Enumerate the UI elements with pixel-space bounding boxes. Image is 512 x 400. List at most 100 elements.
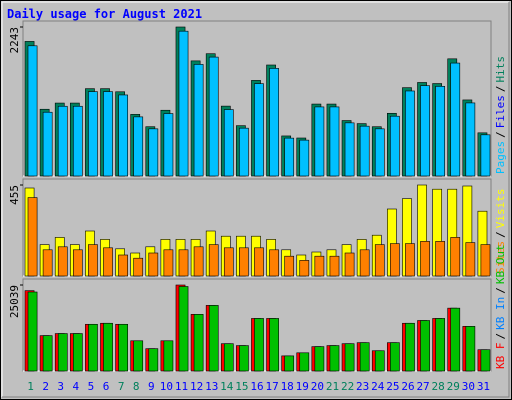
legend: Pages / Files / Hits [494,56,507,174]
x-tick-label: 9 [148,380,155,393]
bar [465,242,476,277]
legend-separator: / [494,131,507,138]
x-tick-label: 25 [386,380,399,393]
bar [435,318,446,372]
x-tick-label: 20 [311,380,324,393]
x-tick-label: 6 [103,380,110,393]
bar [329,345,340,372]
bar [480,244,491,277]
legend-separator: / [494,231,507,238]
x-tick-label: 24 [371,380,385,393]
x-tick-label: 5 [88,380,95,393]
bar [239,127,249,177]
x-tick-label: 8 [133,380,140,393]
bar [344,252,355,277]
x-tick-label: 13 [205,380,218,393]
bar [269,318,279,372]
legend-entry: KB F [494,343,507,370]
bar [27,291,38,372]
bar [254,247,264,277]
bar [223,109,234,177]
x-tick-label: 1 [27,380,34,393]
x-tick-label: 21 [326,380,339,393]
bar [329,255,340,277]
bar [88,244,98,277]
bar [178,249,189,277]
chart-title: Daily usage for August 2021 [7,7,202,21]
x-tick-label: 29 [447,380,460,393]
x-tick-label: 30 [462,380,475,393]
bar [178,286,189,372]
legend-entry: Hits [494,56,507,83]
bar [208,244,219,277]
x-tick-label: 14 [220,380,234,393]
x-tick-label: 11 [175,380,188,393]
bar [420,320,430,372]
bar [42,335,53,372]
bar [390,342,400,372]
bar [374,350,385,372]
legend-entry: KB In [494,297,507,330]
bar [88,323,98,372]
bar [133,257,144,277]
bar [223,343,234,372]
x-tick-label: 22 [341,380,354,393]
bar [314,255,325,277]
bar [72,105,83,177]
bar [193,314,204,372]
bar [103,247,113,277]
bar [103,322,113,372]
bar [284,355,295,372]
x-tick-label: 12 [190,380,203,393]
legend-separator: / [494,333,507,340]
x-tick-label: 27 [416,380,429,393]
bar [193,246,204,277]
x-tick-label: 26 [401,380,414,393]
x-tick-label: 10 [160,380,173,393]
bar [374,244,385,277]
bar [344,122,355,177]
x-tick-label: 31 [477,380,490,393]
bar [359,125,370,177]
bar [72,249,83,277]
bar [405,322,415,372]
bar [239,247,249,277]
bar [254,318,264,372]
bar [344,343,355,372]
bar [284,255,295,277]
bar [405,243,415,277]
y-tick-label: 2243 [8,27,21,54]
bar [420,85,430,177]
bar [57,333,68,372]
bar [42,249,53,277]
x-tick-label: 15 [235,380,248,393]
bar [390,115,400,177]
bar [118,254,128,277]
bar [88,91,98,177]
bar [450,237,461,277]
bar [254,83,264,177]
x-tick-label: 28 [432,380,445,393]
bar [420,241,430,277]
bar [27,45,38,177]
x-tick-label: 18 [281,380,294,393]
y-tick-label: 25039 [8,285,21,318]
bar [374,128,385,177]
bar [284,137,295,177]
y-tick-label: 455 [8,185,21,205]
bar [208,56,219,177]
x-tick-label: 19 [296,380,309,393]
bar [103,91,113,177]
legend: KB F / KB In / KB Out [494,244,507,369]
bar [314,346,325,372]
bar [118,323,128,372]
bar [435,86,446,177]
legend-entry: Files [494,95,507,128]
bar [239,345,249,372]
bar [178,30,189,177]
x-tick-label: 23 [356,380,369,393]
x-tick-label: 16 [250,380,263,393]
legend-entry: KB Out [494,244,507,284]
